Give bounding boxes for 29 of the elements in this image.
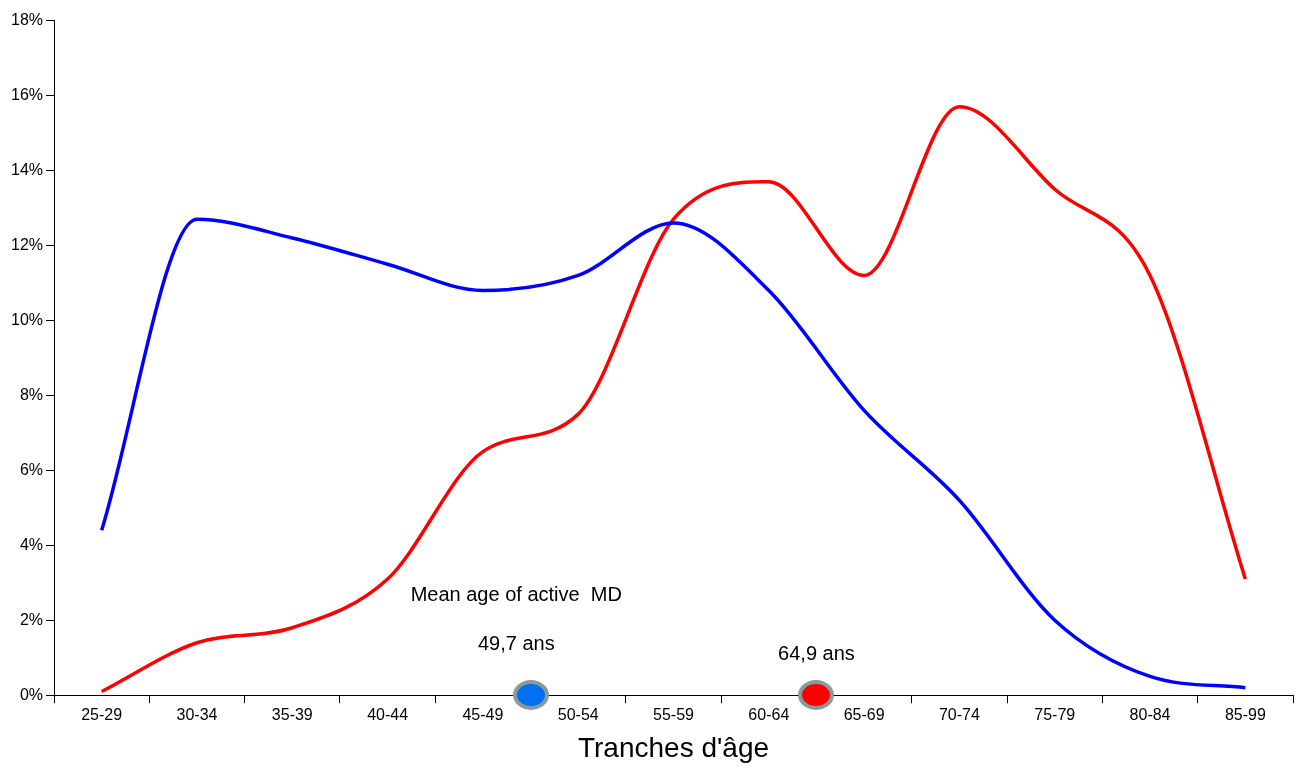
x-tick-label: 35-39 (271, 706, 313, 724)
x-tick-label: 55-59 (653, 706, 695, 724)
x-tick-label: 45-49 (462, 706, 504, 724)
x-axis-title: Tranches d'âge (577, 731, 770, 763)
y-tick-label: 10% (10, 310, 44, 328)
x-tick-label: 40-44 (367, 706, 409, 724)
x-tick-label: 50-54 (557, 706, 599, 724)
annotation: 49,7 ans (477, 632, 555, 655)
y-tick-label: 16% (10, 85, 44, 103)
y-tick-label: 18% (10, 11, 44, 29)
y-tick-label: 12% (10, 235, 44, 253)
annotation: Mean age of active MD (410, 583, 622, 606)
x-tick-label: 80-84 (1129, 706, 1171, 724)
y-tick-label: 14% (10, 160, 44, 178)
x-tick-label: 25-29 (81, 706, 123, 724)
x-tick-label: 75-79 (1034, 706, 1076, 724)
line-series (99, 105, 1248, 694)
x-tick-label: 70-74 (938, 706, 980, 724)
x-tick-label: 85-99 (1224, 706, 1266, 724)
y-tick-label: 0% (19, 685, 44, 703)
x-tick-label: 30-34 (176, 706, 218, 724)
x-tick-label: 60-64 (748, 706, 790, 724)
y-tick-label: 4% (19, 535, 44, 553)
x-tick-label: 65-69 (843, 706, 885, 724)
y-tick-label: 2% (19, 610, 44, 628)
y-tick-label: 8% (19, 385, 44, 403)
y-tick-label: 6% (19, 460, 44, 478)
line-series (99, 217, 1248, 690)
annotation: 64,9 ans (778, 642, 855, 665)
